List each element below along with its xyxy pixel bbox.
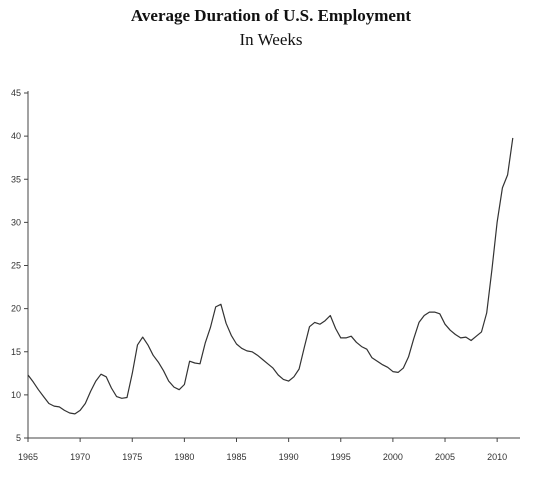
chart-subtitle: In Weeks [239,30,303,49]
chart-title: Average Duration of U.S. Employment [130,6,412,25]
series-group [27,137,514,415]
x-tick-label-1975: 1975 [122,452,142,462]
y-tick-label-35: 35 [11,174,21,184]
y-tick-label-15: 15 [11,347,21,357]
y-tick-label-25: 25 [11,261,21,271]
y-tick-label-40: 40 [11,131,21,141]
y-tick-label-20: 20 [11,304,21,314]
x-tick-label-2000: 2000 [383,452,403,462]
x-tick-label-1990: 1990 [279,452,299,462]
series-line-0 [27,137,514,415]
y-tick-label-10: 10 [11,390,21,400]
y-tick-label-30: 30 [11,217,21,227]
y-tick-label-45: 45 [11,88,21,98]
axes [27,91,520,439]
x-tick-label-1980: 1980 [174,452,194,462]
x-tick-label-1965: 1965 [18,452,38,462]
y-tick-label-5: 5 [16,433,21,443]
x-tick-label-1985: 1985 [226,452,246,462]
x-tick-label-1995: 1995 [331,452,351,462]
x-tick-label-2010: 2010 [487,452,507,462]
ticks: 5 10 15 20 25 30 35 40 45 1965 1970 1975 1980 1985 199… [11,88,507,462]
x-tick-label-1970: 1970 [70,452,90,462]
x-tick-label-2005: 2005 [435,452,455,462]
